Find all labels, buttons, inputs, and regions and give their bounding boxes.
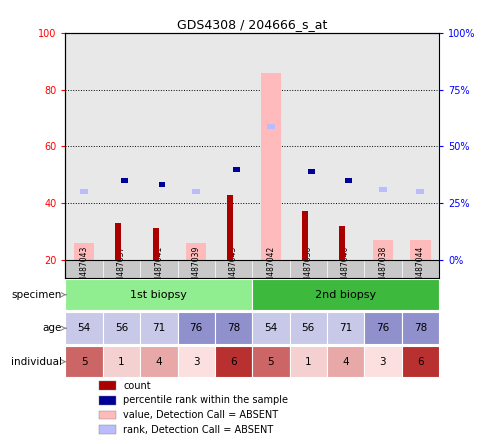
Bar <box>158 182 165 187</box>
Text: 78: 78 <box>413 323 426 333</box>
Bar <box>289 313 326 344</box>
Bar <box>289 346 326 377</box>
Bar <box>233 166 240 172</box>
Text: 76: 76 <box>376 323 389 333</box>
Bar <box>74 242 94 260</box>
Bar <box>401 313 438 344</box>
Bar <box>372 240 393 260</box>
Bar <box>227 194 233 260</box>
Text: GSM487042: GSM487042 <box>266 246 275 292</box>
Bar <box>326 313 363 344</box>
Text: value, Detection Call = ABSENT: value, Detection Call = ABSENT <box>123 410 278 420</box>
Text: 54: 54 <box>264 323 277 333</box>
Text: GSM487041: GSM487041 <box>154 246 163 292</box>
Bar <box>326 346 363 377</box>
Bar <box>65 260 438 278</box>
Bar <box>214 313 252 344</box>
Bar <box>214 346 252 377</box>
Bar <box>252 313 289 344</box>
Bar <box>121 178 128 183</box>
Bar <box>415 189 424 194</box>
Text: 71: 71 <box>152 323 165 333</box>
Text: GSM487044: GSM487044 <box>415 246 424 292</box>
Bar <box>260 73 281 260</box>
Text: 1st biopsy: 1st biopsy <box>130 289 187 300</box>
Text: 6: 6 <box>230 357 236 367</box>
Text: 1: 1 <box>304 357 311 367</box>
Bar <box>401 346 438 377</box>
Text: 2nd biopsy: 2nd biopsy <box>314 289 376 300</box>
Text: 3: 3 <box>193 357 199 367</box>
Bar <box>103 313 140 344</box>
Text: 4: 4 <box>342 357 348 367</box>
Text: 56: 56 <box>115 323 128 333</box>
Text: GSM487045: GSM487045 <box>228 246 238 292</box>
Text: 5: 5 <box>267 357 273 367</box>
Bar <box>252 279 438 310</box>
Bar <box>140 346 177 377</box>
Bar <box>345 178 351 183</box>
Bar <box>307 169 314 174</box>
Bar <box>192 189 200 194</box>
Bar <box>80 189 88 194</box>
Text: 6: 6 <box>416 357 423 367</box>
Text: GSM487038: GSM487038 <box>378 246 387 292</box>
Bar <box>339 226 345 260</box>
Text: GSM487036: GSM487036 <box>303 246 312 292</box>
Title: GDS4308 / 204666_s_at: GDS4308 / 204666_s_at <box>177 18 327 31</box>
Bar <box>363 313 401 344</box>
Text: GSM487037: GSM487037 <box>117 246 126 292</box>
Text: 78: 78 <box>227 323 240 333</box>
Text: 5: 5 <box>81 357 87 367</box>
Bar <box>177 313 214 344</box>
Bar <box>99 411 116 420</box>
Text: individual: individual <box>11 357 61 367</box>
Bar <box>65 33 438 260</box>
Text: 4: 4 <box>155 357 162 367</box>
Text: GSM487043: GSM487043 <box>79 246 89 292</box>
Text: age: age <box>42 323 61 333</box>
Text: 3: 3 <box>379 357 385 367</box>
Text: percentile rank within the sample: percentile rank within the sample <box>123 396 288 405</box>
Bar <box>266 123 274 129</box>
Text: GSM487039: GSM487039 <box>191 246 200 292</box>
Bar <box>65 313 103 344</box>
Bar <box>185 242 206 260</box>
Bar <box>152 229 158 260</box>
Bar <box>99 425 116 434</box>
Bar <box>140 313 177 344</box>
Text: GSM487040: GSM487040 <box>340 246 349 292</box>
Bar <box>363 346 401 377</box>
Bar <box>65 279 252 310</box>
Bar <box>378 187 386 192</box>
Text: 56: 56 <box>301 323 314 333</box>
Bar <box>99 381 116 390</box>
Bar <box>65 346 103 377</box>
Text: count: count <box>123 381 151 391</box>
Text: 1: 1 <box>118 357 124 367</box>
Text: 71: 71 <box>338 323 351 333</box>
Bar <box>177 346 214 377</box>
Bar <box>103 346 140 377</box>
Text: 76: 76 <box>189 323 202 333</box>
Text: specimen: specimen <box>11 289 61 300</box>
Bar <box>252 346 289 377</box>
Bar <box>115 223 121 260</box>
Bar <box>409 240 430 260</box>
Bar <box>302 211 307 260</box>
Text: rank, Detection Call = ABSENT: rank, Detection Call = ABSENT <box>123 425 273 435</box>
Text: 54: 54 <box>77 323 91 333</box>
Bar <box>99 396 116 404</box>
